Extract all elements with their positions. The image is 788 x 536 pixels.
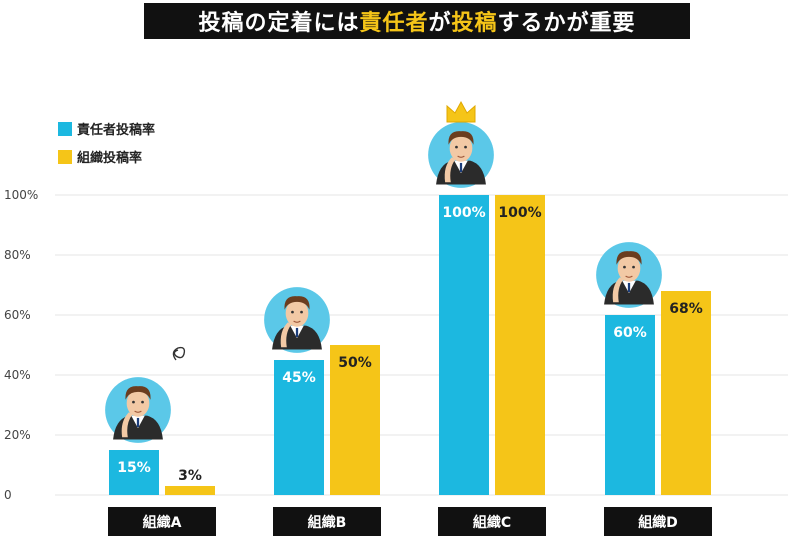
bar-series2 <box>661 291 711 495</box>
data-label-series2: 50% <box>338 355 372 371</box>
crown-icon <box>446 100 476 123</box>
legend-swatch-series1 <box>58 121 72 136</box>
legend-item-series2: 組織投稿率 <box>58 147 142 166</box>
data-label-series2: 3% <box>178 468 202 484</box>
bar-series1 <box>109 450 159 495</box>
category-label-bg <box>438 507 546 536</box>
category-label: 組織D <box>638 514 678 531</box>
legend-label-series2: 組織投稿率 <box>77 151 143 166</box>
data-label-series2: 100% <box>498 205 541 221</box>
y-tick-label: 0 <box>4 488 12 502</box>
title-part-1: 投稿の定着には <box>198 11 360 36</box>
y-tick-label: 80% <box>4 248 31 262</box>
chart-title: 投稿の定着には 責任者が投稿 するかが重要 <box>144 3 690 39</box>
category-label-bg <box>273 507 381 536</box>
title-part-4: 投稿 <box>451 11 498 36</box>
confused-scribble-icon <box>172 346 186 361</box>
bar-series1 <box>605 315 655 495</box>
y-tick-label: 60% <box>4 308 31 322</box>
category-label: 組織A <box>143 514 182 531</box>
category-label: 組織C <box>473 514 511 531</box>
category-label-bg <box>604 507 712 536</box>
data-label-series2: 68% <box>669 301 703 317</box>
bar-series2 <box>165 486 215 495</box>
data-label-series1: 100% <box>442 205 485 221</box>
legend-item-series1: 責任者投稿率 <box>58 119 155 138</box>
person-avatar-icon <box>595 241 663 309</box>
person-avatar-icon <box>427 121 495 189</box>
person-avatar-icon <box>263 286 331 354</box>
data-label-series1: 45% <box>282 370 316 386</box>
category-label: 組織B <box>308 514 347 531</box>
person-avatar-icon <box>104 376 172 444</box>
title-part-3: が <box>428 11 452 36</box>
category-label-bg <box>108 507 216 536</box>
y-tick-label: 20% <box>4 428 31 442</box>
bar-series1 <box>439 195 489 495</box>
title-part-5: するかが重要 <box>497 11 636 36</box>
data-label-series1: 15% <box>117 460 151 476</box>
y-tick-label: 100% <box>4 188 38 202</box>
bar-series2 <box>495 195 545 495</box>
title-part-2: 責任者 <box>359 11 429 36</box>
bar-series1 <box>274 360 324 495</box>
legend-label-series1: 責任者投稿率 <box>77 123 156 138</box>
y-tick-label: 40% <box>4 368 31 382</box>
bar-series2 <box>330 345 380 495</box>
legend-swatch-series2 <box>58 149 72 164</box>
data-label-series1: 60% <box>613 325 647 341</box>
